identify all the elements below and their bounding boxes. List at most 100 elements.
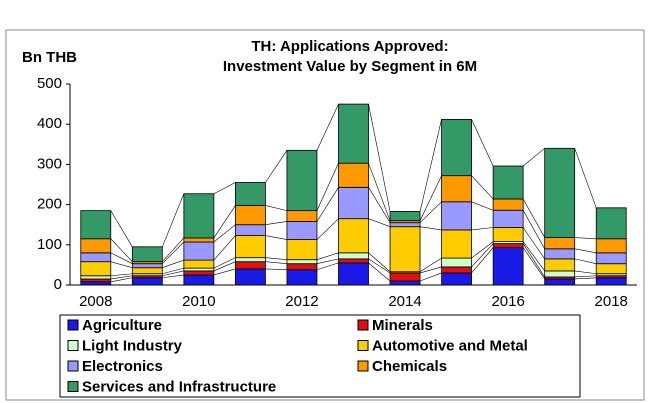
- series-line: [316, 262, 339, 271]
- legend-label: Services and Infrastructure: [82, 378, 276, 395]
- series-line: [574, 270, 597, 275]
- series-line: [162, 267, 184, 275]
- bar-segment: [183, 237, 215, 243]
- bar-segment: [286, 259, 318, 265]
- series-line: [522, 247, 545, 280]
- legend-swatch: [67, 360, 79, 372]
- bar-segment: [441, 266, 472, 274]
- bar-segment: [441, 272, 472, 286]
- bar-segment: [338, 258, 369, 264]
- series-line: [213, 182, 236, 195]
- series-line: [368, 218, 391, 227]
- legend-box: [59, 314, 581, 398]
- bar-segment: [183, 241, 215, 261]
- bar-segment: [131, 263, 163, 269]
- series-line: [162, 274, 184, 279]
- bar-segment: [183, 274, 215, 286]
- bar-segment: [492, 165, 524, 200]
- series-line: [522, 243, 545, 278]
- series-line: [265, 221, 287, 225]
- x-tick-label: 2016: [491, 293, 524, 310]
- bar-segment: [183, 259, 215, 269]
- bar-segment: [338, 262, 369, 286]
- bar-segment: [338, 186, 369, 220]
- bar-segment: [235, 224, 266, 236]
- bar-segment: [338, 103, 369, 164]
- series-line: [419, 119, 442, 212]
- series-line: [316, 187, 339, 222]
- series-line: [419, 201, 442, 223]
- x-tick-label: 2018: [595, 293, 628, 310]
- bar-segment: [492, 243, 524, 249]
- series-line: [162, 270, 184, 277]
- series-line: [265, 261, 287, 264]
- bar-segment: [183, 267, 215, 272]
- bar-segment: [286, 221, 318, 240]
- series-line: [213, 235, 236, 261]
- legend-label: Light Industry: [82, 337, 183, 354]
- bar-segment: [544, 270, 576, 278]
- bar-segment: [235, 235, 266, 259]
- bar-segment: [595, 277, 627, 286]
- bar-segment: [544, 278, 576, 286]
- series-line: [110, 210, 133, 247]
- bar-segment: [131, 277, 163, 286]
- bar-segment: [235, 257, 266, 263]
- y-tick-label: 400: [37, 115, 62, 132]
- series-line: [419, 175, 442, 221]
- series-line: [213, 261, 236, 272]
- series-line: [316, 218, 339, 240]
- bar-segment: [286, 263, 318, 271]
- series-line: [419, 266, 442, 274]
- chart-subtitle: Investment Value by Segment in 6M: [223, 58, 477, 75]
- y-tick-label: 500: [37, 75, 62, 92]
- bar-segment: [338, 162, 369, 188]
- series-line: [162, 259, 184, 268]
- series-line: [419, 272, 442, 282]
- series-line: [265, 257, 287, 260]
- legend-swatch: [67, 319, 79, 331]
- series-line: [162, 193, 185, 247]
- legend-label: Automotive and Metal: [372, 337, 528, 354]
- series-line: [522, 148, 545, 167]
- bar-segment: [183, 193, 215, 239]
- series-line: [265, 268, 287, 271]
- legend-swatch: [67, 340, 79, 351]
- y-axis-label: Bn THB: [22, 49, 77, 66]
- bar-segment: [544, 258, 576, 272]
- bar-segment: [286, 149, 318, 212]
- bar-segment: [338, 218, 369, 254]
- bar-segment: [544, 248, 576, 260]
- bar-segment: [389, 222, 421, 228]
- y-tick-label: 300: [37, 155, 62, 172]
- x-tick-label: 2012: [285, 293, 318, 310]
- bar-segment: [544, 147, 576, 238]
- bar-segment: [441, 201, 472, 231]
- bar-segment: [235, 268, 266, 286]
- series-line: [471, 241, 494, 259]
- bar-segment: [492, 198, 524, 211]
- bar-segment: [131, 246, 163, 263]
- series-line: [471, 201, 494, 211]
- legend-label: Minerals: [372, 317, 433, 334]
- bar-segment: [492, 227, 524, 242]
- bar-segment: [492, 209, 524, 228]
- series-line: [574, 277, 597, 280]
- bar-segment: [595, 252, 627, 265]
- series-line: [522, 198, 545, 238]
- series-line: [110, 252, 133, 264]
- bar-segment: [389, 280, 421, 286]
- series-line: [471, 247, 494, 274]
- bar-segment: [389, 211, 421, 222]
- legend-swatch: [67, 381, 79, 392]
- bar-segment: [544, 237, 576, 250]
- series-line: [316, 103, 339, 151]
- series-line: [522, 241, 545, 272]
- series-line: [368, 262, 391, 282]
- bar-segment: [441, 229, 472, 259]
- series-line: [419, 257, 442, 272]
- series-line: [162, 241, 185, 264]
- series-line: [316, 252, 339, 260]
- series-line: [316, 258, 339, 264]
- series-line: [213, 257, 236, 269]
